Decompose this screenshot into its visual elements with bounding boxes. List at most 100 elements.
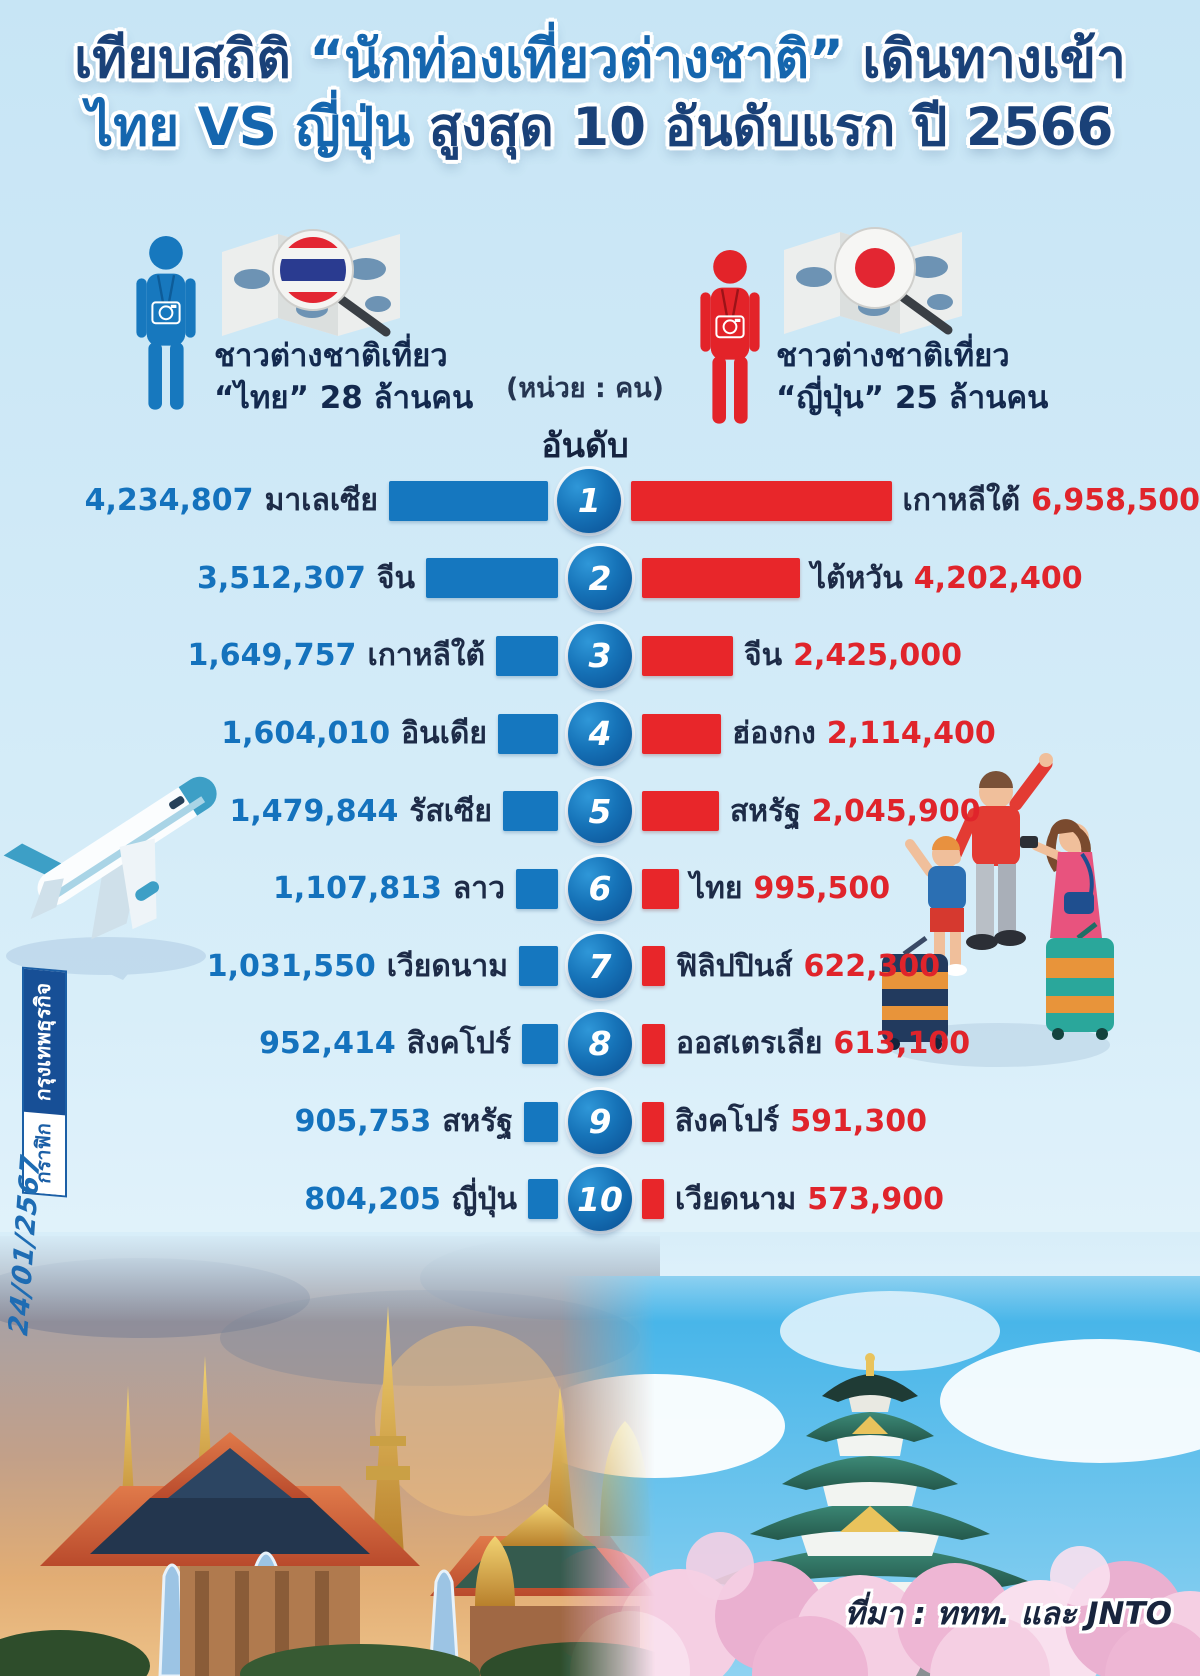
japan-country-label: ออสเตรเลีย (676, 1026, 823, 1062)
japan-value: 622,300 (803, 948, 941, 984)
tourist-family-illustration (882, 753, 1114, 1067)
ranking-row: 1,479,844 รัสเซีย 5 สหรัฐ 2,045,900 (0, 772, 1200, 850)
rank-number: 3 (588, 636, 612, 676)
japan-bar (642, 558, 800, 599)
title-line-1: เทียบสถิติ “นักท่องเที่ยวต่างชาติ” เดินท… (74, 29, 1126, 90)
rank-badge: 10 (568, 1167, 632, 1232)
thailand-side: 804,205 ญี่ปุ่น (0, 1176, 558, 1223)
ranking-row: 804,205 ญี่ปุ่น 10 เวียดนาม 573,900 (0, 1160, 1200, 1238)
rank-column: 10 (558, 1167, 642, 1232)
legend-thailand-line1: ชาวต่างชาติเที่ยว (214, 338, 448, 374)
japan-country-label: ไทย (690, 871, 743, 907)
thailand-value: 952,414 (259, 1026, 396, 1062)
rank-number: 8 (588, 1024, 612, 1064)
thailand-country-label: สหรัฐ (442, 1104, 513, 1140)
thailand-value: 1,479,844 (229, 793, 399, 829)
thailand-bar (528, 1179, 558, 1220)
japan-side: สหรัฐ 2,045,900 (642, 788, 1200, 835)
japan-value: 4,202,400 (913, 560, 1083, 596)
japan-side: จีน 2,425,000 (642, 632, 1200, 679)
japan-country-label: ไต้หวัน (811, 560, 903, 596)
japan-value: 613,100 (833, 1026, 971, 1062)
thailand-country-label: สิงคโปร์ (406, 1026, 511, 1062)
japan-value: 995,500 (753, 871, 891, 907)
publisher-brand: กรุงเทพธุรกิจ (24, 969, 65, 1115)
thailand-side: 1,604,010 อินเดีย (0, 710, 558, 757)
rank-number: 7 (588, 946, 612, 986)
thailand-value: 1,031,550 (206, 948, 376, 984)
thailand-value: 1,649,757 (187, 638, 357, 674)
ranking-row: 1,031,550 เวียดนาม 7 ฟิลิปปินส์ 622,300 (0, 928, 1200, 1006)
ranking-row: 1,604,010 อินเดีย 4 ฮ่องกง 2,114,400 (0, 695, 1200, 773)
thailand-value: 905,753 (294, 1104, 432, 1140)
photo-fade-overlay (0, 1232, 1200, 1322)
japan-side: ฟิลิปปินส์ 622,300 (642, 943, 1200, 990)
thailand-value: 804,205 (304, 1181, 441, 1217)
rank-column: 6 (558, 856, 642, 921)
thailand-side: 3,512,307 จีน (0, 555, 558, 602)
thailand-country-label: อินเดีย (401, 716, 487, 752)
title-line-2: ไทย VS ญี่ปุ่น สูงสุด 10 อันดับแรก ปี 25… (86, 96, 1114, 158)
thailand-value: 1,107,813 (273, 871, 442, 907)
publisher-badge: กราฟิก กรุงเทพธุรกิจ (22, 967, 67, 1198)
thailand-country-label: ญี่ปุ่น (451, 1181, 517, 1217)
publish-date: 24/01/2567 (3, 1152, 60, 1342)
ranking-row: 3,512,307 จีน 2 ไต้หวัน 4,202,400 (0, 540, 1200, 618)
rank-column: 5 (558, 779, 642, 844)
rank-number: 10 (577, 1179, 623, 1219)
thailand-side: 1,107,813 ลาว (0, 865, 558, 912)
japan-bar (642, 635, 733, 676)
source-credit: ที่มา : ททท. และ JNTO (844, 1596, 1172, 1632)
japan-bar (642, 713, 721, 754)
rank-number: 1 (577, 481, 601, 521)
rank-badge: 2 (568, 546, 632, 611)
map-japan-flag-icon (784, 227, 962, 335)
rank-badge: 8 (568, 1011, 632, 1076)
rank-badge: 6 (568, 856, 632, 921)
rank-column: 7 (558, 934, 642, 999)
rank-column: 8 (558, 1011, 642, 1076)
thailand-value: 3,512,307 (196, 560, 366, 596)
airplane-illustration (3, 776, 217, 980)
japan-country-label: ฮ่องกง (732, 716, 816, 752)
japan-value: 2,425,000 (793, 638, 963, 674)
japan-value: 591,300 (790, 1104, 927, 1140)
thailand-bar (503, 791, 558, 832)
japan-bar (642, 791, 719, 832)
map-thailand-flag-icon (222, 229, 400, 337)
rank-column: 2 (558, 546, 642, 611)
tourist-icon-thailand (136, 236, 196, 410)
thailand-country-label: รัสเซีย (409, 793, 492, 829)
ranking-row: 1,649,757 เกาหลีใต้ 3 จีน 2,425,000 (0, 617, 1200, 695)
rank-number: 2 (588, 558, 612, 598)
rank-badge: 5 (568, 779, 632, 844)
thailand-side: 1,649,757 เกาหลีใต้ (0, 632, 558, 679)
rank-badge: 4 (568, 701, 632, 766)
cherry-blossoms (560, 1532, 1200, 1676)
legend-thailand: ชาวต่างชาติเที่ยว “ไทย” 28 ล้านคน (214, 336, 473, 420)
suitcase-teal (1046, 922, 1114, 1040)
japan-side: เวียดนาม 573,900 (642, 1176, 1200, 1223)
rank-column: 4 (558, 701, 642, 766)
ranking-row: 1,107,813 ลาว 6 ไทย 995,500 (0, 850, 1200, 928)
thailand-bar (389, 480, 549, 521)
japan-bar (630, 480, 892, 521)
japan-value: 2,114,400 (826, 716, 996, 752)
japan-value: 6,958,500 (1031, 483, 1200, 519)
ranking-row: 905,753 สหรัฐ 9 สิงคโปร์ 591,300 (0, 1083, 1200, 1161)
thailand-value: 4,234,807 (84, 483, 254, 519)
japan-country-label: สหรัฐ (730, 793, 801, 829)
rank-column: 3 (558, 623, 642, 688)
legend-thailand-line2: “ไทย” 28 ล้านคน (214, 379, 474, 416)
rank-number: 5 (588, 791, 612, 831)
rank-number: 6 (588, 869, 612, 909)
japan-side: ไต้หวัน 4,202,400 (642, 555, 1200, 602)
suitcase-navy (882, 935, 948, 1050)
rank-number: 9 (588, 1102, 612, 1142)
japan-bar (642, 1101, 664, 1142)
rank-badge: 9 (568, 1089, 632, 1154)
japan-bar (642, 1023, 665, 1064)
ranking-rows: 4,234,807 มาเลเซีย 1 เกาหลีใต้ 6,958,500… (0, 462, 1200, 1238)
thailand-bar (516, 868, 558, 909)
thailand-country-label: มาเลเซีย (264, 483, 379, 519)
